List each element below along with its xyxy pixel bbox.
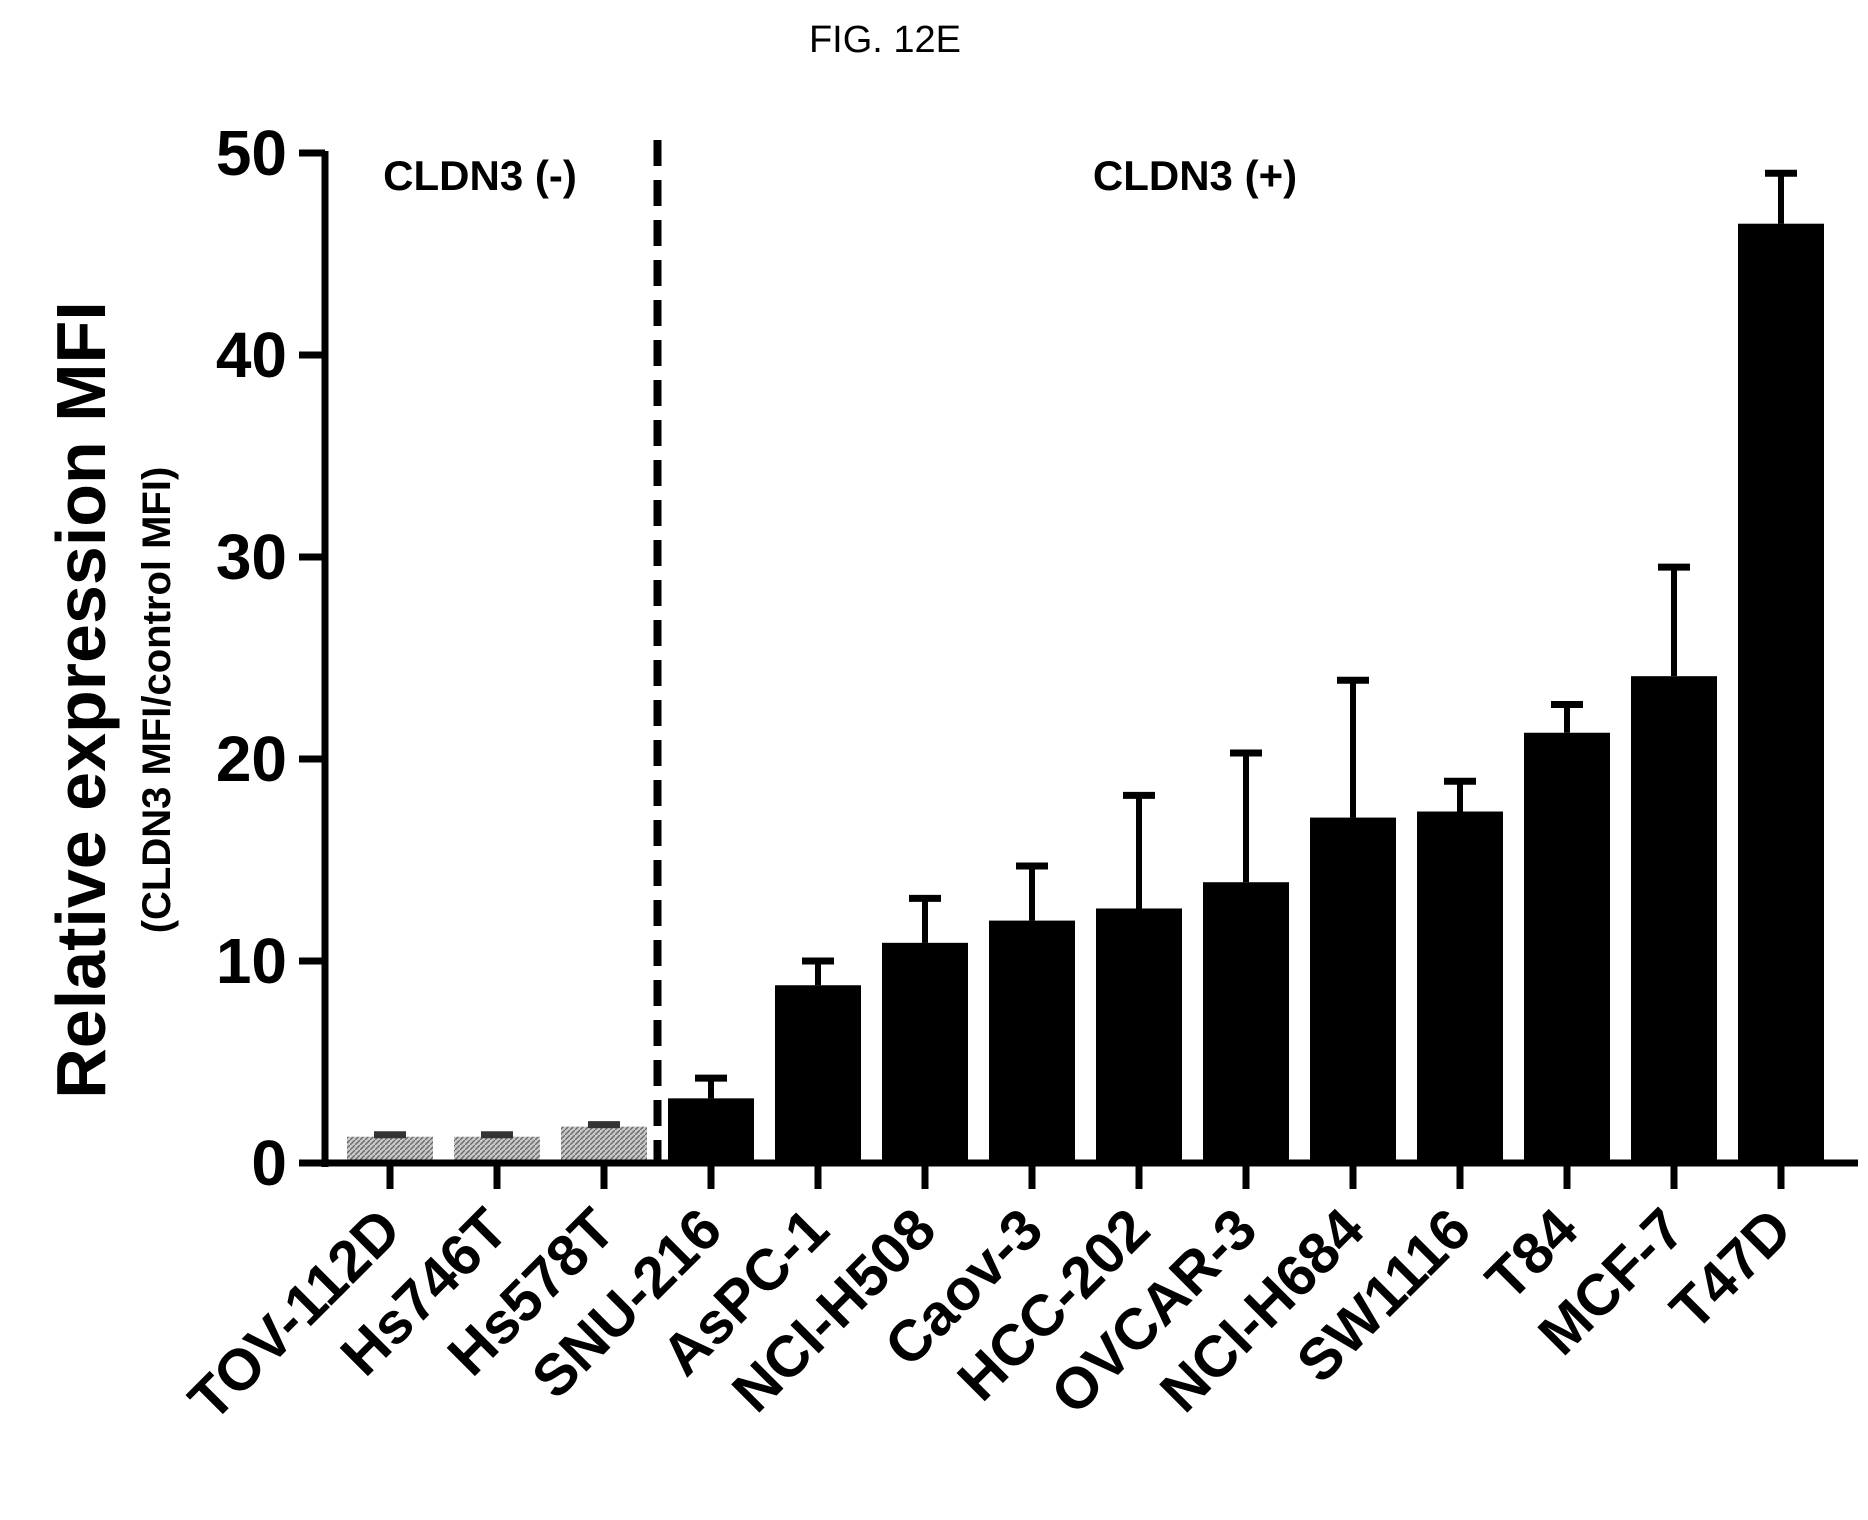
y-tick-label: 10 [216, 925, 287, 997]
bar-t84 [1524, 732, 1610, 1163]
group-label-negative: CLDN3 (-) [383, 152, 577, 199]
y-axis-title: Relative expression MFI [42, 301, 120, 1099]
y-axis-title-group: Relative expression MFI (CLDN3 MFI/contr… [42, 301, 179, 1099]
y-tick-label: 40 [216, 319, 287, 391]
x-tick-label: T47D [1658, 1196, 1804, 1342]
bar-nci-h508 [882, 942, 968, 1163]
bar-tov-112d [347, 1136, 433, 1163]
bar-nci-h684 [1310, 817, 1396, 1163]
bar-hs578t [561, 1126, 647, 1163]
figure-label: FIG. 12E [809, 19, 961, 61]
y-axis-subtitle: (CLDN3 MFI/control MFI) [135, 467, 179, 934]
bar-caov-3 [989, 920, 1075, 1163]
bar-mcf-7 [1631, 676, 1717, 1163]
plot-area: 01020304050TOV-112DHs746THs578TSNU-216As… [176, 117, 1858, 1433]
bar-sw1116 [1417, 811, 1503, 1163]
bar-t47d [1738, 223, 1824, 1163]
y-tick-label: 50 [216, 117, 287, 189]
bar-snu-216 [668, 1098, 754, 1163]
bar-ovcar-3 [1203, 882, 1289, 1163]
bar-aspc-1 [775, 985, 861, 1163]
bar-hs746t [454, 1136, 540, 1163]
group-label-positive: CLDN3 (+) [1093, 152, 1297, 199]
y-tick-label: 30 [216, 521, 287, 593]
y-tick-label: 20 [216, 723, 287, 795]
y-tick-label: 0 [251, 1127, 287, 1199]
bar-hcc-202 [1096, 908, 1182, 1163]
